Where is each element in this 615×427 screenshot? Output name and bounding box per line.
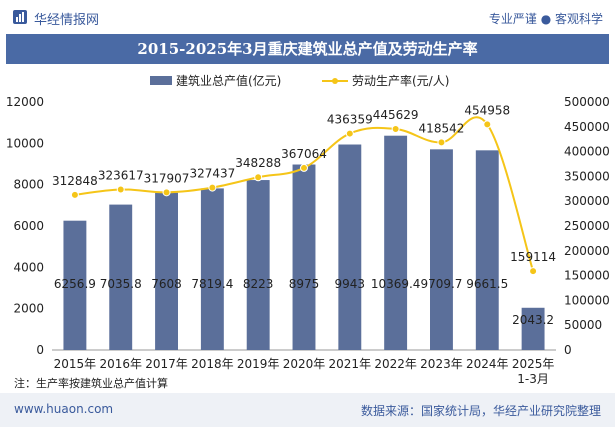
bar-value-label: 9709.7 bbox=[420, 277, 462, 291]
y-right-tick-label: 50000 bbox=[564, 318, 602, 332]
y-right-tick-label: 400000 bbox=[564, 145, 610, 159]
y-right-tick-label: 200000 bbox=[564, 244, 610, 258]
y-right-tick-label: 450000 bbox=[564, 120, 610, 134]
y-left-tick-label: 6000 bbox=[13, 219, 44, 233]
footer-bar: www.huaon.com 数据来源：国家统计局，华经产业研究院整理 bbox=[0, 393, 615, 427]
bar-value-label: 2043.2 bbox=[512, 313, 554, 327]
line-point bbox=[208, 183, 217, 192]
line-point bbox=[483, 120, 492, 129]
y-right-tick-label: 500000 bbox=[564, 95, 610, 109]
x-tick-label: 2018年 bbox=[191, 357, 234, 371]
line-point bbox=[254, 173, 263, 182]
line-value-label: 312848 bbox=[52, 174, 98, 188]
legend-label-line: 劳动生产率(元/人) bbox=[352, 73, 449, 88]
x-tick-label: 2019年 bbox=[237, 357, 280, 371]
x-tick-label: 2020年 bbox=[283, 357, 326, 371]
line-point bbox=[300, 163, 308, 172]
line-value-label: 323617 bbox=[98, 168, 144, 182]
y-left-tick-label: 8000 bbox=[13, 178, 44, 192]
bar bbox=[430, 149, 453, 350]
y-left-tick-label: 12000 bbox=[6, 95, 44, 109]
line-value-label: 454958 bbox=[464, 103, 510, 117]
y-right-tick-label: 100000 bbox=[564, 293, 610, 307]
x-tick-label: 2025年 1-3月 bbox=[512, 357, 555, 384]
site-url: www.huaon.com bbox=[14, 402, 114, 416]
y-right-tick-label: 250000 bbox=[564, 219, 610, 233]
bar-value-label: 9661.5 bbox=[466, 277, 508, 291]
y-right-tick-label: 350000 bbox=[564, 169, 610, 183]
line-point bbox=[116, 185, 125, 194]
bar bbox=[292, 164, 316, 350]
x-tick-label: 2015年 bbox=[54, 357, 97, 371]
legend-label-bar: 建筑业总产值(亿元) bbox=[176, 73, 281, 88]
bar-value-label: 7819.4 bbox=[191, 277, 233, 291]
brand-name: 华经情报网 bbox=[34, 13, 100, 28]
line-point bbox=[391, 124, 400, 133]
x-tick-label: 2017年 bbox=[145, 357, 188, 371]
bar-value-label: 8223 bbox=[243, 277, 274, 291]
line-value-label: 348288 bbox=[235, 156, 281, 170]
x-tick-label: 2023年 bbox=[420, 357, 463, 371]
bar bbox=[246, 180, 270, 350]
line-point bbox=[345, 129, 354, 138]
slogan: 专业严谨 ● 客观科学 bbox=[488, 12, 603, 26]
bar-value-label: 10369.4 bbox=[371, 277, 421, 291]
chart-area: 建筑业总产值(亿元) 劳动生产率(元/人) 0 2000 4000 6000 8000 100… bbox=[0, 64, 615, 386]
legend-swatch-bar bbox=[150, 76, 172, 85]
bar-value-label: 7608 bbox=[151, 277, 182, 291]
line-point bbox=[529, 267, 538, 276]
bar bbox=[109, 204, 133, 350]
series-line bbox=[74, 116, 535, 272]
line-value-label: 436359 bbox=[327, 113, 373, 127]
top-bar: 华经情报网 专业严谨 ● 客观科学 bbox=[0, 0, 615, 34]
bar-value-label: 7035.8 bbox=[100, 277, 142, 291]
line-value-label: 445629 bbox=[373, 108, 419, 122]
line-value-label: 327437 bbox=[189, 167, 235, 181]
bar bbox=[475, 150, 499, 350]
bar-value-label: 9943 bbox=[335, 277, 366, 291]
line-value-label: 317907 bbox=[144, 171, 190, 185]
y-left-tick-label: 2000 bbox=[13, 302, 44, 316]
chart-title: 2015-2025年3月重庆建筑业总产值及劳动生产率 bbox=[137, 40, 478, 58]
x-tick-label: 2022年 bbox=[374, 357, 417, 371]
chart-svg: 建筑业总产值(亿元) 劳动生产率(元/人) 0 2000 4000 6000 8000 100… bbox=[6, 73, 610, 386]
logo-icon bbox=[13, 10, 27, 24]
line-value-label: 367064 bbox=[281, 147, 327, 161]
bar bbox=[200, 188, 224, 350]
bar bbox=[384, 135, 408, 350]
x-tick-label: 2024年 bbox=[466, 357, 509, 371]
bar bbox=[155, 192, 178, 350]
y-right-tick-label: 0 bbox=[564, 343, 572, 357]
bar bbox=[521, 307, 545, 350]
bar bbox=[338, 144, 362, 350]
bar-value-label: 8975 bbox=[289, 277, 320, 291]
line-point bbox=[70, 190, 79, 199]
line-point bbox=[162, 188, 171, 197]
y-left-tick-label: 0 bbox=[36, 343, 44, 357]
bar-value-label: 6256.9 bbox=[54, 277, 96, 291]
data-source: 数据来源：国家统计局，华经产业研究院整理 bbox=[360, 404, 601, 418]
y-right-tick-label: 150000 bbox=[564, 269, 610, 283]
title-bar: 2015-2025年3月重庆建筑业总产值及劳动生产率 bbox=[6, 34, 609, 64]
line-point bbox=[437, 138, 446, 147]
x-tick-label: 2021年 bbox=[329, 357, 372, 371]
bar bbox=[63, 220, 87, 350]
y-right-tick-label: 300000 bbox=[564, 194, 610, 208]
y-left-tick-label: 4000 bbox=[13, 260, 44, 274]
legend-marker-line bbox=[332, 78, 338, 84]
line-value-label: 418542 bbox=[419, 121, 465, 135]
chart-note: 注：生产率按建筑业总产值计算 bbox=[14, 377, 168, 390]
line-value-label: 159114 bbox=[510, 250, 556, 264]
x-tick-label: 2016年 bbox=[99, 357, 142, 371]
y-left-tick-label: 10000 bbox=[6, 136, 44, 150]
